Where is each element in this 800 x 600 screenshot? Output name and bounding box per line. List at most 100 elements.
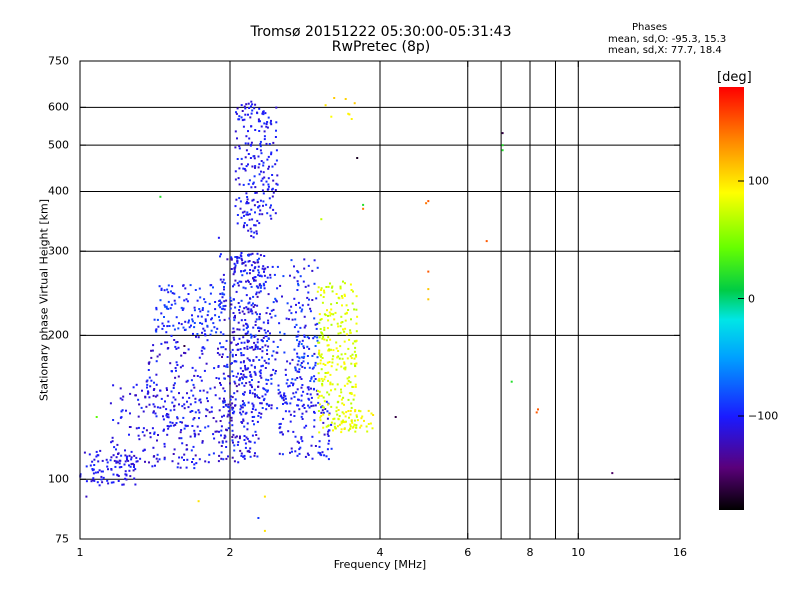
echo-point bbox=[339, 331, 342, 334]
echo-point bbox=[327, 379, 329, 382]
echo-point bbox=[299, 326, 302, 329]
echo-point bbox=[155, 457, 158, 460]
echo-point bbox=[170, 390, 173, 393]
echo-point bbox=[251, 434, 254, 437]
echo-point bbox=[190, 324, 192, 327]
echo-point bbox=[347, 347, 350, 350]
echo-point bbox=[243, 360, 245, 363]
echo-point bbox=[367, 409, 370, 412]
echo-point bbox=[247, 183, 250, 186]
echo-point bbox=[307, 284, 310, 287]
echo-point bbox=[261, 267, 264, 270]
echo-point bbox=[230, 303, 233, 306]
echo-point bbox=[251, 416, 254, 418]
echo-point bbox=[337, 325, 340, 328]
echo-point bbox=[317, 451, 320, 454]
echo-point bbox=[303, 352, 306, 355]
echo-point bbox=[427, 270, 430, 273]
echo-point bbox=[335, 302, 338, 304]
echo-point bbox=[296, 339, 298, 342]
echo-point bbox=[270, 377, 273, 380]
echo-point bbox=[323, 400, 326, 403]
colorbar-tick-label: 100 bbox=[748, 174, 769, 188]
echo-point bbox=[232, 298, 235, 301]
echo-point bbox=[249, 359, 251, 362]
echo-point bbox=[259, 254, 262, 257]
echo-point bbox=[85, 495, 88, 498]
echo-point bbox=[258, 316, 261, 318]
echo-point bbox=[318, 431, 321, 434]
echo-point bbox=[251, 408, 254, 410]
echo-point bbox=[333, 97, 336, 99]
echo-point bbox=[240, 341, 243, 344]
echo-point bbox=[215, 377, 218, 379]
echo-point bbox=[183, 403, 186, 406]
echo-point bbox=[350, 402, 353, 405]
echo-point bbox=[234, 279, 237, 282]
echo-point bbox=[264, 331, 267, 334]
echo-point bbox=[313, 282, 316, 285]
echo-point bbox=[254, 430, 257, 433]
echo-point bbox=[246, 341, 249, 344]
echo-point bbox=[296, 352, 299, 355]
echo-point bbox=[304, 324, 307, 327]
echo-point bbox=[191, 318, 194, 321]
echo-point bbox=[165, 307, 168, 310]
echo-point bbox=[259, 290, 262, 293]
echo-point bbox=[112, 481, 115, 484]
echo-point bbox=[249, 447, 252, 450]
echo-point bbox=[321, 337, 324, 340]
echo-point bbox=[253, 423, 255, 426]
echo-point bbox=[269, 312, 272, 315]
echo-point bbox=[261, 177, 264, 180]
echo-point bbox=[345, 311, 348, 314]
echo-point bbox=[298, 368, 301, 371]
echo-point bbox=[294, 367, 297, 370]
echo-point bbox=[128, 433, 130, 436]
echo-point bbox=[159, 389, 162, 392]
echo-point bbox=[176, 417, 179, 420]
echo-point bbox=[247, 229, 250, 232]
y-tick-label: 300 bbox=[48, 244, 69, 258]
echo-point bbox=[201, 307, 204, 310]
echo-point bbox=[337, 350, 340, 352]
echo-point bbox=[333, 318, 336, 321]
echo-point bbox=[216, 352, 219, 354]
echo-point bbox=[332, 349, 335, 352]
echo-point bbox=[344, 352, 347, 355]
echo-point bbox=[223, 401, 226, 404]
echo-point bbox=[153, 318, 156, 321]
echo-point bbox=[208, 453, 211, 456]
echo-point bbox=[200, 349, 203, 352]
echo-point bbox=[313, 425, 316, 428]
echo-point bbox=[248, 371, 251, 374]
echo-point bbox=[354, 364, 356, 367]
echo-point bbox=[290, 259, 293, 262]
echo-point bbox=[243, 347, 246, 349]
echo-point bbox=[223, 318, 226, 321]
echo-point bbox=[323, 338, 326, 341]
echo-point bbox=[180, 306, 183, 309]
echo-point bbox=[308, 298, 310, 301]
echo-point bbox=[249, 455, 252, 458]
echo-point bbox=[222, 307, 224, 310]
echo-point bbox=[201, 440, 204, 443]
echo-point bbox=[263, 529, 266, 532]
echo-point bbox=[155, 308, 158, 311]
echo-point bbox=[253, 335, 256, 338]
echo-point bbox=[263, 270, 265, 273]
echo-point bbox=[259, 348, 262, 350]
echo-point bbox=[106, 461, 109, 464]
echo-point bbox=[250, 411, 253, 414]
echo-point bbox=[279, 331, 281, 334]
echo-point bbox=[290, 305, 293, 308]
echo-point bbox=[262, 336, 265, 339]
echo-point bbox=[110, 481, 113, 484]
echo-point bbox=[178, 456, 181, 459]
echo-point bbox=[251, 402, 254, 405]
echo-point bbox=[249, 297, 251, 300]
echo-point bbox=[258, 291, 261, 294]
echo-point bbox=[310, 444, 313, 447]
echo-point bbox=[247, 401, 250, 404]
echo-point bbox=[250, 186, 253, 189]
